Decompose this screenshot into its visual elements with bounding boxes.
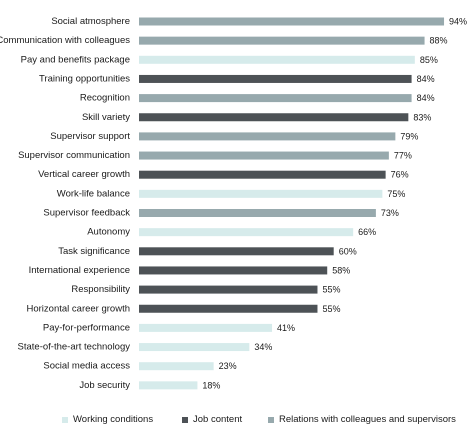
bar-pay-for-performance xyxy=(139,323,273,332)
category-label-supervisor-support: Supervisor support xyxy=(50,131,130,142)
category-label-recognition: Recognition xyxy=(80,93,130,104)
category-label-job-security: Job security xyxy=(79,380,130,391)
bar-work-life-balance xyxy=(139,189,383,198)
category-label-state-of-the-art-technology: State-of-the-art technology xyxy=(18,342,131,353)
value-label-supervisor-feedback: 73% xyxy=(381,208,399,218)
category-label-pay-and-benefits-package: Pay and benefits package xyxy=(21,54,130,65)
value-label-work-life-balance: 75% xyxy=(387,189,405,199)
category-label-pay-for-performance: Pay-for-performance xyxy=(43,322,130,333)
category-label-skill-variety: Skill variety xyxy=(82,112,130,123)
legend-item-relations: Relations with colleagues and supervisor… xyxy=(268,414,456,425)
value-label-task-significance: 60% xyxy=(339,246,357,256)
bar-international-experience xyxy=(139,266,328,275)
legend-swatch-working-conditions xyxy=(62,416,68,423)
legend-label-relations: Relations with colleagues and supervisor… xyxy=(279,414,456,425)
bar-vertical-career-growth xyxy=(139,170,386,179)
bar-pay-and-benefits-package xyxy=(139,55,415,64)
bar-recognition xyxy=(139,94,412,103)
bar-training-opportunities xyxy=(139,74,412,83)
value-label-pay-and-benefits-package: 85% xyxy=(420,55,438,65)
value-label-supervisor-support: 79% xyxy=(400,131,418,141)
value-label-recognition: 84% xyxy=(417,93,435,103)
category-label-training-opportunities: Training opportunities xyxy=(39,73,130,84)
bar-responsibility xyxy=(139,285,318,294)
bar-autonomy xyxy=(139,228,354,237)
bar-horizontal-career-growth xyxy=(139,304,318,313)
bar-supervisor-communication xyxy=(139,151,389,160)
legend-swatch-job-content xyxy=(182,416,188,423)
value-label-international-experience: 58% xyxy=(332,265,350,275)
category-label-responsibility: Responsibility xyxy=(71,284,130,295)
value-label-horizontal-career-growth: 55% xyxy=(322,304,340,314)
value-label-job-security: 18% xyxy=(202,380,220,390)
category-label-international-experience: International experience xyxy=(29,265,130,276)
category-label-work-life-balance: Work-life balance xyxy=(57,188,130,199)
value-label-social-atmosphere: 94% xyxy=(449,17,467,27)
category-label-social-atmosphere: Social atmosphere xyxy=(51,16,130,27)
category-label-vertical-career-growth: Vertical career growth xyxy=(38,169,130,180)
value-label-social-media-access: 23% xyxy=(219,361,237,371)
category-label-autonomy: Autonomy xyxy=(87,227,130,238)
value-label-pay-for-performance: 41% xyxy=(277,323,295,333)
legend-item-job-content: Job content xyxy=(182,414,242,425)
bar-skill-variety xyxy=(139,113,409,122)
value-label-communication-with-colleagues: 88% xyxy=(430,36,448,46)
bar-social-media-access xyxy=(139,362,214,371)
value-label-training-opportunities: 84% xyxy=(417,74,435,84)
category-label-task-significance: Task significance xyxy=(58,246,130,257)
bar-supervisor-feedback xyxy=(139,209,376,217)
value-label-skill-variety: 83% xyxy=(413,112,431,122)
legend-label-working-conditions: Working conditions xyxy=(73,414,154,425)
bar-supervisor-support xyxy=(139,132,396,141)
bar-state-of-the-art-technology xyxy=(139,343,250,352)
legend-label-job-content: Job content xyxy=(193,414,243,425)
category-label-supervisor-communication: Supervisor communication xyxy=(18,150,130,161)
legend-swatch-relations xyxy=(268,416,274,423)
category-label-supervisor-feedback: Supervisor feedback xyxy=(43,208,130,219)
category-label-horizontal-career-growth: Horizontal career growth xyxy=(27,303,131,314)
value-label-supervisor-communication: 77% xyxy=(394,151,412,161)
bar-task-significance xyxy=(139,247,334,256)
bar-job-security xyxy=(139,381,198,390)
value-label-autonomy: 66% xyxy=(358,227,376,237)
value-label-responsibility: 55% xyxy=(322,285,340,295)
category-label-social-media-access: Social media access xyxy=(43,361,130,372)
value-label-state-of-the-art-technology: 34% xyxy=(254,342,272,352)
category-label-communication-with-colleagues: Communication with colleagues xyxy=(0,35,130,46)
bar-social-atmosphere xyxy=(139,17,445,26)
bar-communication-with-colleagues xyxy=(139,36,425,45)
legend-item-working-conditions: Working conditions xyxy=(62,414,153,425)
value-label-vertical-career-growth: 76% xyxy=(391,170,409,180)
legend: Working conditions Job content Relations… xyxy=(0,414,474,430)
